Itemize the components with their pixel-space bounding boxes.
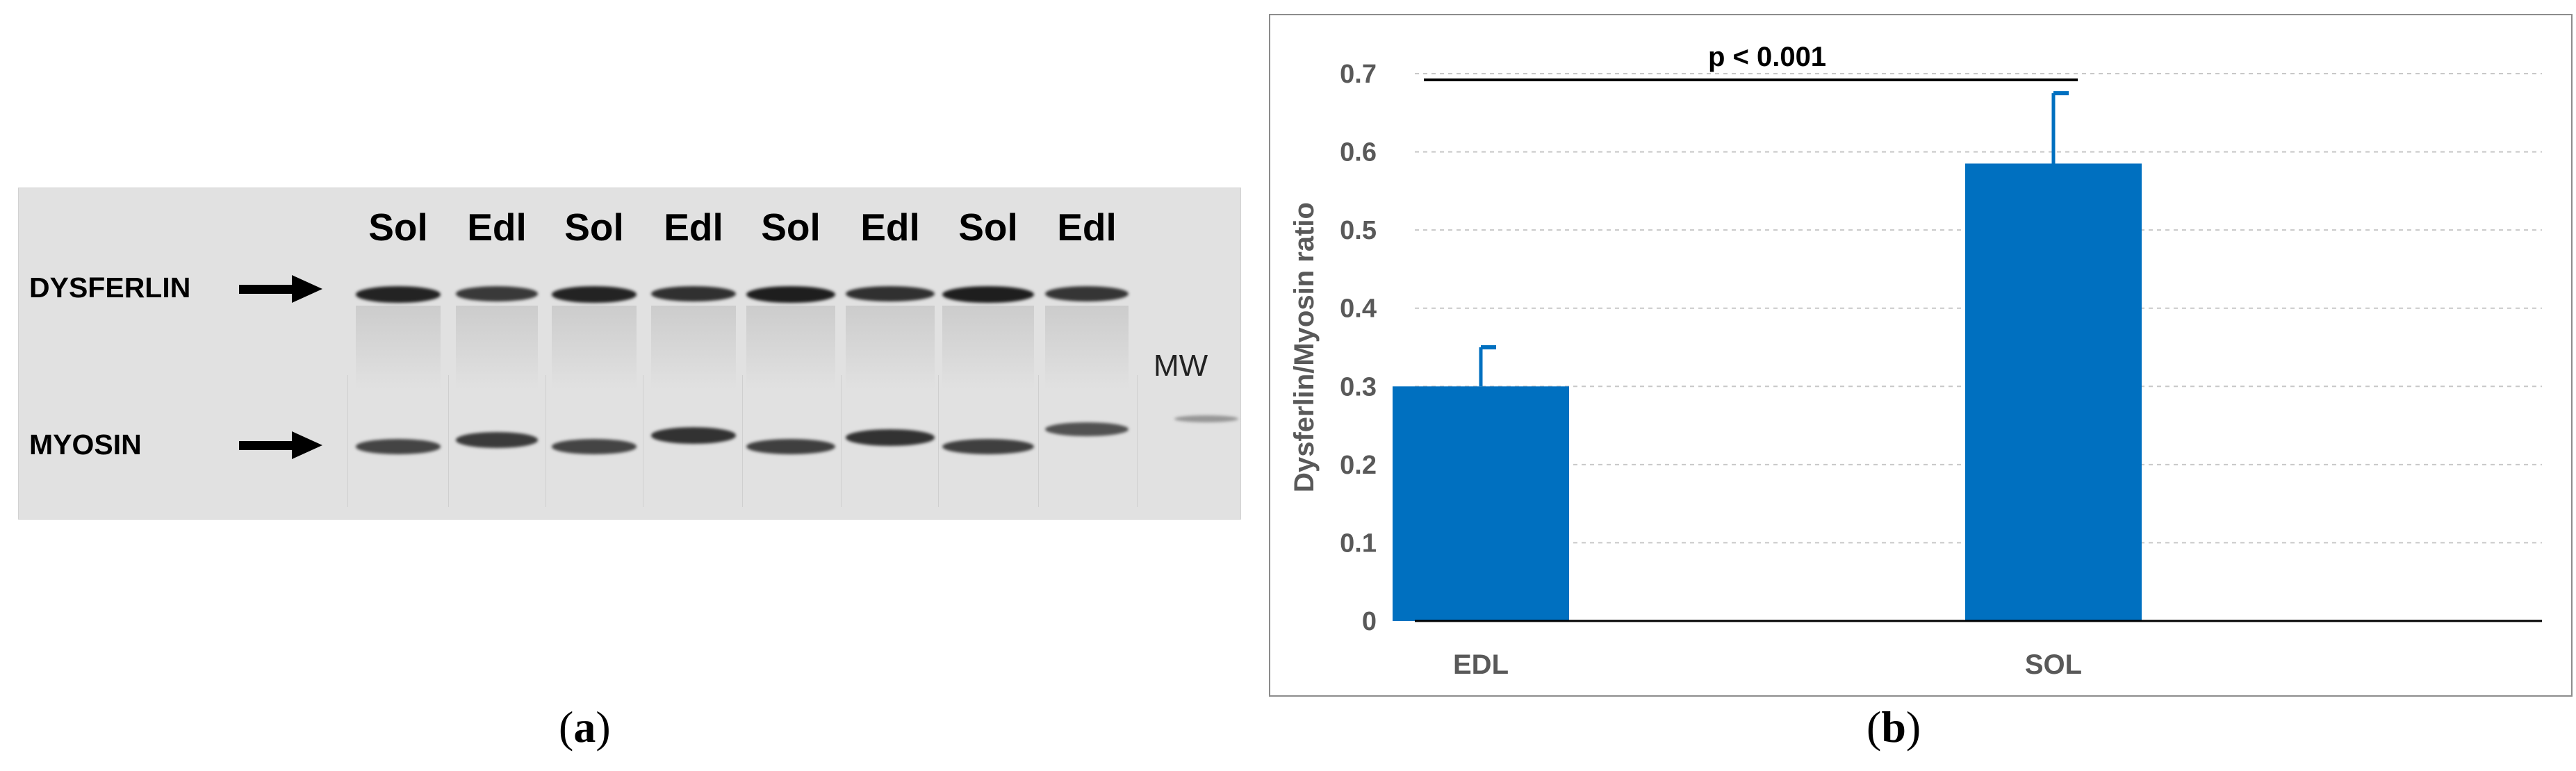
mw-band xyxy=(1174,415,1238,422)
lane-divider xyxy=(1038,375,1039,507)
y-tick-label: 0.6 xyxy=(1340,138,1377,167)
lane-smear xyxy=(746,306,835,389)
x-category-label: EDL xyxy=(1453,649,1509,680)
lane-label: Edl xyxy=(860,206,920,249)
mw-label: MW xyxy=(1154,349,1208,383)
dysferlin-band xyxy=(651,286,736,302)
x-category-label: SOL xyxy=(2025,649,2082,680)
lane-smear xyxy=(552,306,637,389)
lane-label: Sol xyxy=(958,206,1018,249)
y-tick-label: 0 xyxy=(1362,607,1377,636)
p-value-annotation: p < 0.001 xyxy=(1708,42,1826,72)
lane-smear xyxy=(356,306,441,389)
lane-label: Edl xyxy=(467,206,527,249)
western-blot-panel: Sol Edl Sol Edl Sol Edl Sol Edl DYSFERLIN MYOSI… xyxy=(0,0,1251,771)
dysferlin-band xyxy=(942,286,1034,303)
myosin-band xyxy=(456,432,538,448)
lane-divider xyxy=(448,375,449,507)
panel-b-caption: (b) xyxy=(1867,702,1921,752)
bar-chart-panel: 0 0.1 0.2 0.3 0.4 0.5 0.6 0.7 EDL SOL Dysferlin/My… xyxy=(1269,14,2576,702)
y-axis-label: Dysferlin/Myosin ratio xyxy=(1289,202,1320,492)
myosin-band xyxy=(846,429,935,446)
dysferlin-label: DYSFERLIN xyxy=(29,272,191,304)
lane-divider xyxy=(347,375,348,507)
lane-smear xyxy=(1045,306,1129,389)
myosin-band xyxy=(552,439,637,454)
lane-divider xyxy=(742,375,743,507)
y-tick-label: 0.3 xyxy=(1340,372,1377,401)
myosin-band xyxy=(651,427,736,444)
dysferlin-band xyxy=(1045,286,1129,301)
dysferlin-band xyxy=(356,286,441,303)
myosin-band xyxy=(942,439,1034,454)
y-tick-label: 0.7 xyxy=(1340,60,1377,89)
lane-divider xyxy=(545,375,546,507)
myosin-band xyxy=(356,439,441,454)
lane-label: Edl xyxy=(664,206,723,249)
y-tick-label: 0.5 xyxy=(1340,216,1377,245)
lane-smear xyxy=(456,306,538,389)
myosin-band xyxy=(1045,422,1129,436)
panel-a-caption: (a) xyxy=(559,702,611,752)
dysferlin-band xyxy=(746,286,835,303)
lane-smear xyxy=(651,306,736,389)
lane-divider xyxy=(938,375,939,507)
bar xyxy=(1393,386,1569,621)
lane-smear xyxy=(942,306,1034,389)
lane-label: Sol xyxy=(564,206,624,249)
lane-label: Edl xyxy=(1057,206,1117,249)
myosin-label: MYOSIN xyxy=(29,429,142,461)
lane-label: Sol xyxy=(368,206,428,249)
lane-label: Sol xyxy=(761,206,821,249)
y-tick-label: 0.4 xyxy=(1340,295,1377,324)
bar xyxy=(1965,163,2142,621)
lane-divider xyxy=(841,375,842,507)
lane-divider xyxy=(1137,375,1138,507)
y-tick-label: 0.1 xyxy=(1340,529,1377,558)
y-tick-label: 0.2 xyxy=(1340,451,1377,480)
dysferlin-band xyxy=(456,286,538,301)
lane-smear xyxy=(846,306,935,389)
blot-membrane xyxy=(18,188,1241,520)
bar-chart: 0 0.1 0.2 0.3 0.4 0.5 0.6 0.7 EDL SOL Dysferlin/My… xyxy=(1289,42,2542,680)
dysferlin-band xyxy=(552,286,637,303)
dysferlin-band xyxy=(846,286,935,302)
myosin-band xyxy=(746,439,835,454)
